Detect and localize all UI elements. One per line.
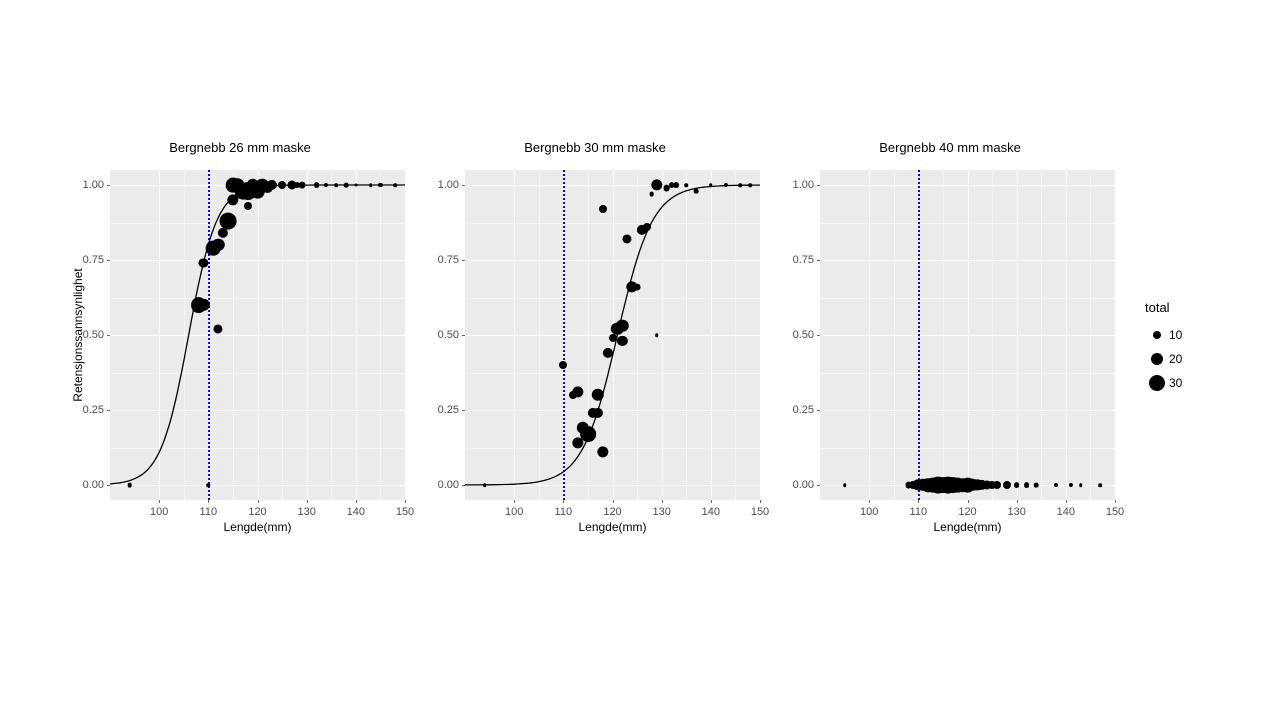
x-tick-label: 150 — [1106, 506, 1124, 518]
y-tick-label: 1.00 — [429, 179, 459, 191]
data-point — [483, 483, 487, 487]
panel-1: Bergnebb 30 mm maske0.000.250.500.751.00… — [425, 160, 765, 540]
x-tick-label: 110 — [555, 506, 573, 518]
x-tick-label: 140 — [702, 506, 720, 518]
y-tick-label: 0.25 — [784, 404, 814, 416]
data-point — [634, 284, 641, 291]
y-tick-label: 1.00 — [784, 179, 814, 191]
legend-label: 20 — [1169, 352, 1182, 366]
data-point — [1014, 482, 1020, 488]
legend-title: total — [1145, 300, 1182, 315]
x-tick-label: 120 — [248, 506, 266, 518]
x-tick-label: 140 — [347, 506, 365, 518]
x-tick-label: 130 — [297, 506, 315, 518]
data-point — [369, 183, 373, 187]
y-tick-label: 0.25 — [74, 404, 104, 416]
fit-curve — [110, 170, 405, 500]
data-point — [559, 361, 567, 369]
y-tick-label: 0.00 — [784, 479, 814, 491]
y-tick-label: 0.00 — [429, 479, 459, 491]
x-tick-label: 120 — [603, 506, 621, 518]
x-tick-label: 130 — [652, 506, 670, 518]
data-point — [220, 213, 237, 230]
y-tick-label: 0.25 — [429, 404, 459, 416]
data-point — [1079, 483, 1083, 487]
data-point — [1069, 483, 1073, 487]
data-point — [1054, 483, 1058, 487]
data-point — [1098, 483, 1102, 487]
data-point — [993, 481, 1001, 489]
plot-area: Retensjonssannsynlighet0.000.250.500.751… — [110, 170, 405, 500]
data-point — [694, 189, 699, 194]
x-tick-label: 100 — [150, 506, 168, 518]
y-tick-label: 0.00 — [74, 479, 104, 491]
data-point — [127, 483, 132, 488]
data-point — [748, 183, 752, 187]
x-axis-label: Lengde(mm) — [465, 520, 760, 534]
y-tick-label: 0.50 — [784, 329, 814, 341]
data-point — [1003, 481, 1011, 489]
plot-area: 0.000.250.500.751.00100110120130140150Le… — [820, 170, 1115, 500]
data-point — [1034, 483, 1039, 488]
data-point — [244, 202, 252, 210]
data-point — [655, 333, 659, 337]
x-tick-label: 100 — [860, 506, 878, 518]
plot-area: 0.000.250.500.751.00100110120130140150Le… — [465, 170, 760, 500]
y-tick-label: 0.75 — [429, 254, 459, 266]
legend-item: 30 — [1145, 371, 1182, 395]
legend-item: 10 — [1145, 323, 1182, 347]
data-point — [334, 183, 338, 187]
circle-icon — [1151, 353, 1163, 365]
y-tick-label: 0.75 — [74, 254, 104, 266]
x-tick-label: 100 — [505, 506, 523, 518]
data-point — [643, 223, 651, 231]
x-tick-label: 110 — [910, 506, 928, 518]
panel-title: Bergnebb 40 mm maske — [780, 140, 1120, 155]
panel-title: Bergnebb 26 mm maske — [70, 140, 410, 155]
circle-icon — [1149, 375, 1165, 391]
data-point — [674, 182, 680, 188]
data-point — [298, 182, 305, 189]
x-tick-label: 130 — [1007, 506, 1025, 518]
x-tick-label: 110 — [200, 506, 218, 518]
panel-2: Bergnebb 40 mm maske0.000.250.500.751.00… — [780, 160, 1120, 540]
data-point — [650, 192, 655, 197]
x-tick-label: 150 — [396, 506, 414, 518]
legend-item: 20 — [1145, 347, 1182, 371]
x-tick-label: 140 — [1057, 506, 1075, 518]
data-point — [278, 181, 286, 189]
y-tick-label: 0.50 — [74, 329, 104, 341]
data-point — [393, 183, 397, 187]
data-point — [684, 183, 688, 187]
data-point — [207, 483, 211, 487]
data-point — [344, 183, 349, 188]
legend-label: 10 — [1169, 328, 1182, 342]
reference-vline — [918, 170, 920, 500]
data-point — [709, 183, 713, 187]
data-point — [580, 426, 596, 442]
x-tick-label: 120 — [958, 506, 976, 518]
data-point — [314, 182, 320, 188]
data-point — [1024, 482, 1030, 488]
x-axis-label: Lengde(mm) — [820, 520, 1115, 534]
x-tick-label: 150 — [751, 506, 769, 518]
data-point — [843, 483, 847, 487]
y-tick-label: 0.75 — [784, 254, 814, 266]
circle-icon — [1153, 331, 1161, 339]
data-point — [354, 184, 357, 187]
data-point — [609, 334, 617, 342]
y-tick-label: 1.00 — [74, 179, 104, 191]
x-axis-label: Lengde(mm) — [110, 520, 405, 534]
data-point — [599, 205, 607, 213]
y-tick-label: 0.50 — [429, 329, 459, 341]
panel-0: Bergnebb 26 mm maskeRetensjonssannsynlig… — [70, 160, 410, 540]
legend: total 10 20 30 — [1145, 300, 1182, 395]
data-point — [739, 183, 743, 187]
figure: Bergnebb 26 mm maske Retensjonssannsynlig… — [70, 140, 1210, 580]
panel-title: Bergnebb 30 mm maske — [425, 140, 765, 155]
legend-label: 30 — [1169, 376, 1182, 390]
